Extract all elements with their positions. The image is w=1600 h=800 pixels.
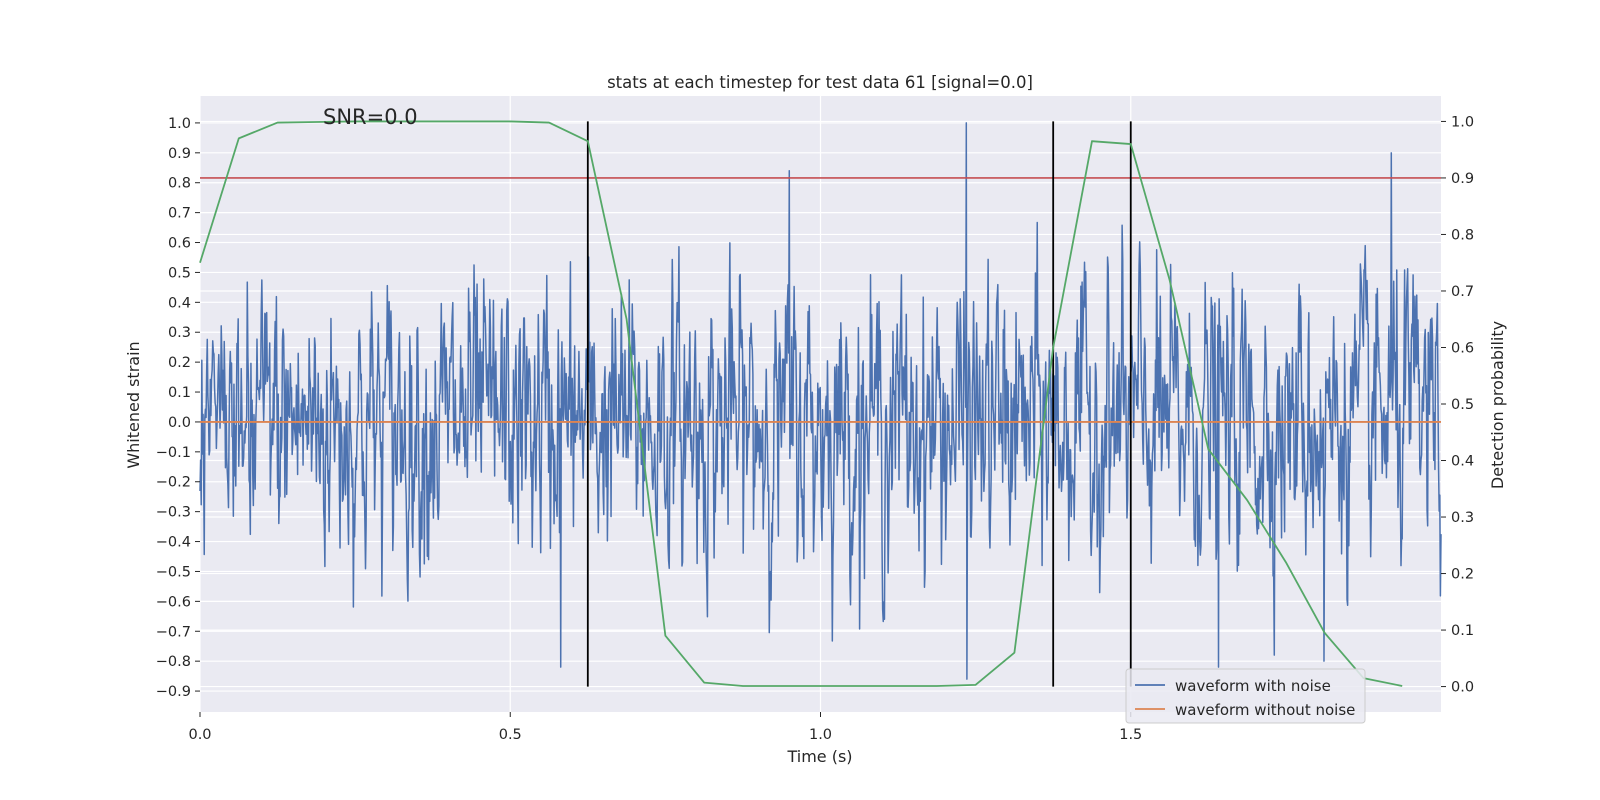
left-y-axis: 1.0 0.9 0.8 0.7 0.6 0.5 0.4 0.3 0.2 0.1 0.0 −0.1 −0.… xyxy=(156,116,200,700)
y-tick-label: −0.3 xyxy=(156,505,191,521)
x-axis: 0.0 0.5 1.0 1.5 xyxy=(188,712,1142,743)
y-tick-label: 0.0 xyxy=(168,415,191,431)
legend-box xyxy=(1125,668,1366,724)
y-tick-label: −0.7 xyxy=(156,624,191,640)
y-tick-label: −0.2 xyxy=(156,475,191,491)
y2-tick-label: 0.3 xyxy=(1451,510,1474,526)
right-y-axis: 1.0 0.9 0.8 0.7 0.6 0.5 0.4 0.3 0.2 0.1 0.0 xyxy=(1441,114,1474,696)
y-tick-label: −0.9 xyxy=(156,684,191,700)
y2-tick-label: 0.6 xyxy=(1451,340,1474,356)
y-axis-label: Whitened strain xyxy=(124,341,143,468)
y2-tick-label: 0.5 xyxy=(1451,397,1474,413)
y-tick-label: 0.1 xyxy=(168,385,191,401)
y2-axis-label: Detection probability xyxy=(1488,321,1507,489)
y2-tick-label: 0.1 xyxy=(1451,623,1474,639)
y-tick-label: 0.8 xyxy=(168,176,191,192)
y2-tick-label: 0.2 xyxy=(1451,567,1474,583)
snr-annotation: SNR=0.0 xyxy=(323,105,418,129)
series-layer xyxy=(199,120,1442,687)
y-tick-label: 1.0 xyxy=(168,116,191,132)
y-tick-label: −0.1 xyxy=(156,445,191,461)
y2-tick-label: 0.8 xyxy=(1451,227,1474,243)
y-tick-label: −0.4 xyxy=(156,535,191,551)
x-tick-label: 0.0 xyxy=(188,727,211,743)
y-tick-label: −0.6 xyxy=(156,594,191,610)
x-tick-label: 0.5 xyxy=(499,727,522,743)
y2-tick-label: 1.0 xyxy=(1451,114,1474,130)
y-tick-label: −0.5 xyxy=(156,564,191,580)
y2-tick-label: 0.4 xyxy=(1451,454,1474,470)
series-detection-probability xyxy=(199,120,1403,687)
y-tick-label: 0.5 xyxy=(168,265,191,281)
legend-label-clean: waveform without noise xyxy=(1175,701,1355,719)
y-tick-label: 0.2 xyxy=(168,355,191,371)
y-tick-label: −0.8 xyxy=(156,654,191,670)
y2-tick-label: 0.9 xyxy=(1451,171,1474,187)
x-tick-label: 1.5 xyxy=(1119,727,1142,743)
chart-title: stats at each timestep for test data 61 … xyxy=(607,73,1033,92)
y-tick-label: 0.3 xyxy=(168,325,191,341)
legend-label-noise: waveform with noise xyxy=(1175,677,1331,695)
y-tick-label: 0.7 xyxy=(168,206,191,222)
y-tick-label: 0.9 xyxy=(168,146,191,162)
y-tick-label: 0.4 xyxy=(168,295,191,311)
x-axis-label: Time (s) xyxy=(786,747,852,766)
y2-tick-label: 0.7 xyxy=(1451,284,1474,300)
x-tick-label: 1.0 xyxy=(809,727,832,743)
y2-tick-label: 0.0 xyxy=(1451,680,1474,696)
y-tick-label: 0.6 xyxy=(168,236,191,252)
legend: waveform with noise waveform without noi… xyxy=(1125,668,1366,724)
series-waveform-with-noise xyxy=(199,122,1442,680)
